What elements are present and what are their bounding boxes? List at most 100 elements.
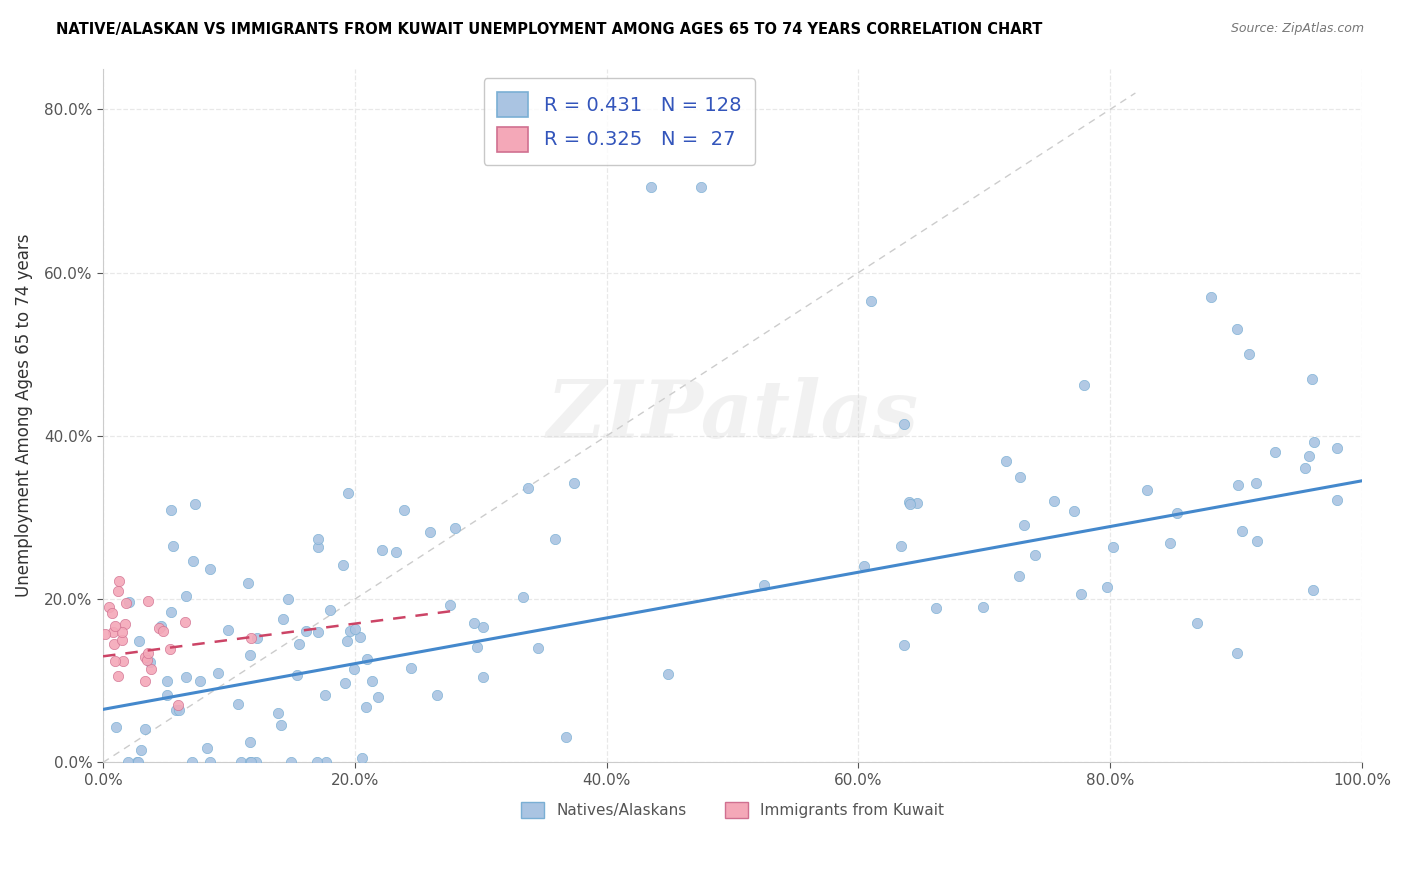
Point <box>173 615 195 629</box>
Point <box>426 688 449 702</box>
Point <box>160 503 183 517</box>
Point <box>167 703 190 717</box>
Point <box>295 624 318 638</box>
Point <box>239 756 262 770</box>
Point <box>125 756 148 770</box>
Point <box>107 669 129 683</box>
Point <box>1326 493 1348 508</box>
Point <box>103 637 125 651</box>
Point <box>103 654 125 668</box>
Point <box>139 655 162 669</box>
Point <box>1301 372 1323 386</box>
Point <box>165 703 187 717</box>
Point <box>93 627 115 641</box>
Point <box>104 720 127 734</box>
Point <box>307 540 329 554</box>
Point <box>1237 347 1260 361</box>
Point <box>332 558 354 572</box>
Point <box>107 584 129 599</box>
Point <box>111 624 134 639</box>
Point <box>512 590 534 604</box>
Point <box>1136 483 1159 498</box>
Point <box>101 606 124 620</box>
Point <box>128 634 150 648</box>
Point <box>136 653 159 667</box>
Point <box>1159 536 1181 550</box>
Point <box>852 559 875 574</box>
Point <box>190 673 212 688</box>
Point <box>271 612 294 626</box>
Point <box>349 631 371 645</box>
Point <box>1097 580 1119 594</box>
Point <box>465 640 488 654</box>
Point <box>394 503 416 517</box>
Point <box>463 615 485 630</box>
Point <box>315 756 337 770</box>
Point <box>181 756 204 770</box>
Point <box>995 454 1018 468</box>
Point <box>339 624 361 638</box>
Point <box>287 668 309 682</box>
Point <box>472 670 495 684</box>
Point <box>239 648 262 662</box>
Point <box>367 690 389 705</box>
Point <box>127 756 149 770</box>
Point <box>98 600 121 615</box>
Point <box>207 666 229 681</box>
Point <box>246 632 269 646</box>
Point <box>136 646 159 660</box>
Point <box>893 417 915 431</box>
Point <box>162 539 184 553</box>
Point <box>370 543 392 558</box>
Point <box>195 740 218 755</box>
Point <box>1264 445 1286 459</box>
Point <box>925 600 948 615</box>
Point <box>174 670 197 684</box>
Point <box>360 673 382 688</box>
Point <box>1063 504 1085 518</box>
Point <box>184 497 207 511</box>
Point <box>562 476 585 491</box>
Point <box>333 675 356 690</box>
Point <box>1024 549 1046 563</box>
Point <box>1012 517 1035 532</box>
Point <box>898 495 921 509</box>
Point <box>239 735 262 749</box>
Point <box>270 718 292 732</box>
Point <box>1226 646 1249 660</box>
Point <box>544 532 567 546</box>
Point <box>1185 615 1208 630</box>
Point <box>640 180 662 194</box>
Text: ZIPatlas: ZIPatlas <box>547 376 918 454</box>
Point <box>217 624 239 638</box>
Point <box>356 652 378 666</box>
Point <box>527 640 550 655</box>
Point <box>1225 321 1247 335</box>
Point <box>104 619 127 633</box>
Point <box>1246 534 1268 549</box>
Point <box>167 698 190 712</box>
Point <box>181 554 204 568</box>
Point <box>114 617 136 632</box>
Point <box>1294 460 1316 475</box>
Point <box>439 599 461 613</box>
Point <box>1303 434 1326 449</box>
Point <box>859 294 882 309</box>
Point <box>118 595 141 609</box>
Point <box>1298 449 1320 463</box>
Point <box>174 589 197 603</box>
Point <box>240 631 263 645</box>
Point <box>131 743 153 757</box>
Point <box>115 596 138 610</box>
Text: NATIVE/ALASKAN VS IMMIGRANTS FROM KUWAIT UNEMPLOYMENT AMONG AGES 65 TO 74 YEARS : NATIVE/ALASKAN VS IMMIGRANTS FROM KUWAIT… <box>56 22 1043 37</box>
Point <box>690 180 713 194</box>
Point <box>555 730 578 744</box>
Point <box>890 539 912 553</box>
Point <box>657 666 679 681</box>
Point <box>1008 470 1031 484</box>
Point <box>280 756 302 770</box>
Point <box>134 650 156 665</box>
Point <box>905 495 928 509</box>
Point <box>149 618 172 632</box>
Point <box>319 602 342 616</box>
